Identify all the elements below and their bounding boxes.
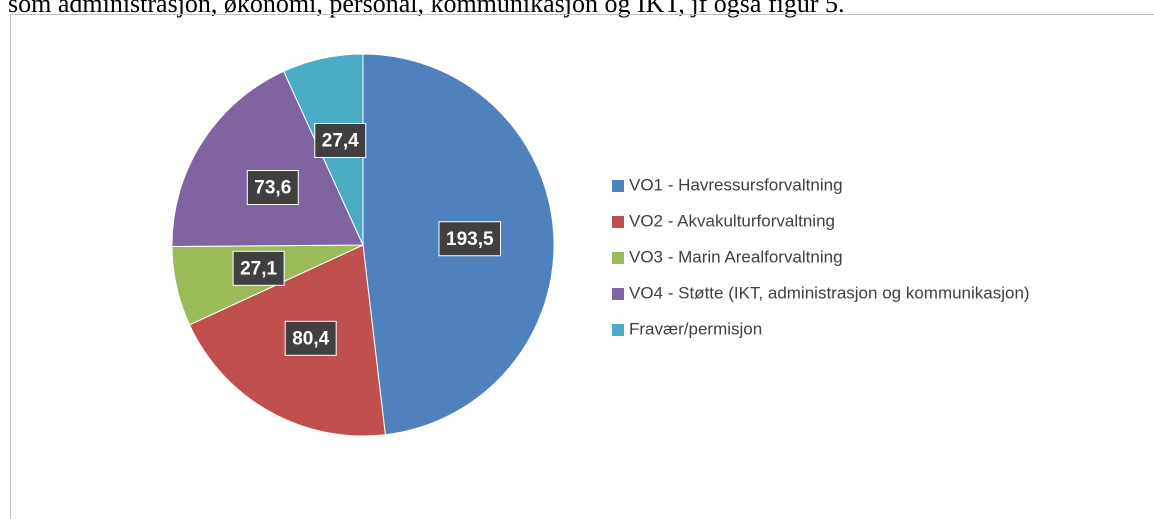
data-label-box xyxy=(314,122,367,158)
legend-label: VO2 - Akvakulturforvaltning xyxy=(629,211,835,230)
legend-label: VO1 - Havressursforvaltning xyxy=(629,175,843,194)
data-label: 73,6 xyxy=(254,178,291,199)
data-label: 80,4 xyxy=(292,328,329,349)
legend-swatch xyxy=(612,252,624,264)
data-label-box xyxy=(438,221,502,257)
pie-slice xyxy=(171,70,364,247)
legend-swatch xyxy=(612,180,624,192)
chart-frame xyxy=(10,14,1154,519)
legend-swatch xyxy=(612,324,624,336)
legend-label: VO4 - Støtte (IKT, administrasjon og kom… xyxy=(629,283,1030,302)
data-label: 27,1 xyxy=(240,258,277,279)
legend-swatch xyxy=(612,288,624,300)
legend-label: Fravær/permisjon xyxy=(629,319,762,338)
legend-label: VO3 - Marin Arealforvaltning xyxy=(629,247,843,266)
data-label-box xyxy=(284,320,337,356)
data-label: 27,4 xyxy=(322,130,359,151)
data-label-box xyxy=(246,170,299,206)
document-text: som administrasjon, økonomi, personal, k… xyxy=(8,0,844,18)
legend-swatch xyxy=(612,216,624,228)
data-label: 193,5 xyxy=(446,229,494,250)
data-label-box xyxy=(232,250,285,286)
